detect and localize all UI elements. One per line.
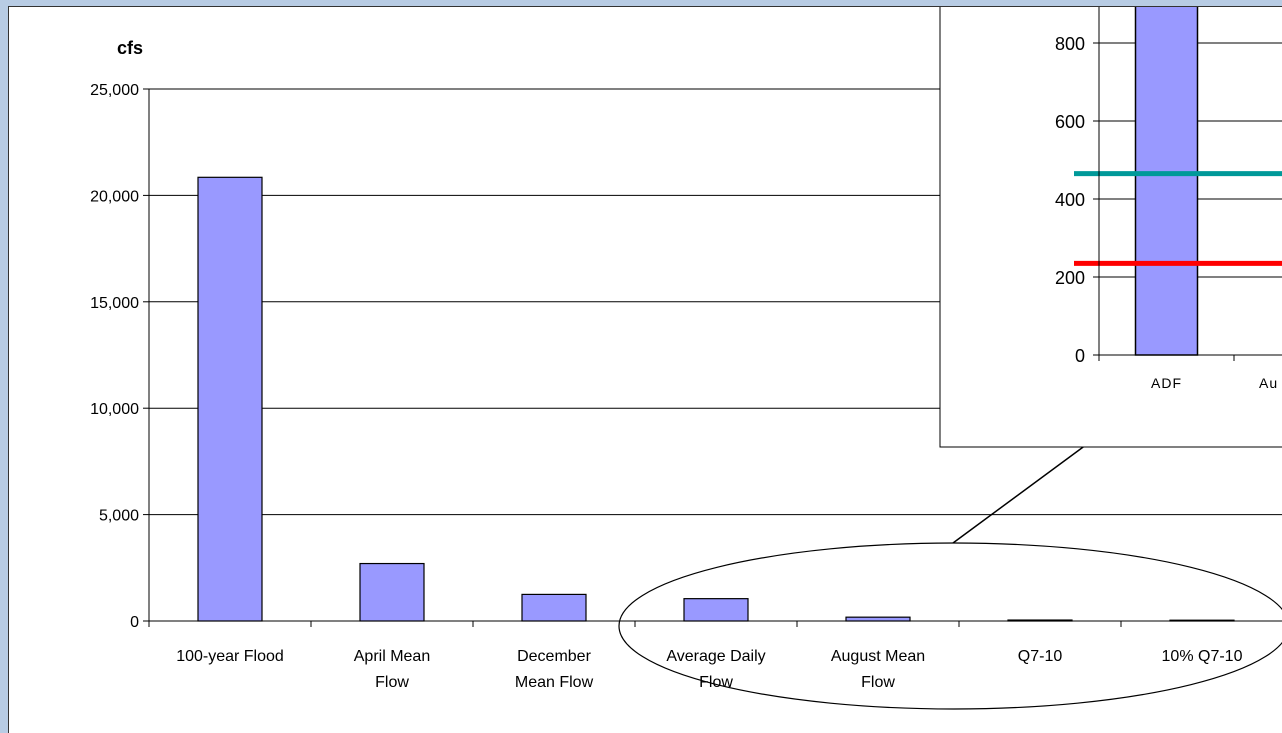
main-bar bbox=[521, 593, 587, 622]
main-y-tick-labels: 0 5,000 10,000 15,000 20,000 25,000 bbox=[90, 82, 139, 631]
main-category-label-line: 100-year Flood bbox=[176, 648, 284, 665]
inset-y-tick-label: 400 bbox=[1055, 190, 1085, 210]
main-bar bbox=[197, 176, 263, 622]
main-bars bbox=[197, 176, 1235, 622]
flow-comparison-chart: 0 5,000 10,000 15,000 20,000 25,000 cfs 100-y… bbox=[90, 7, 1282, 710]
main-bar bbox=[359, 562, 425, 622]
inset-axes bbox=[1098, 7, 1282, 361]
inset-bar bbox=[1134, 7, 1199, 356]
main-category-label-line: Flow bbox=[375, 674, 409, 691]
main-category-label-line: Average Daily bbox=[666, 648, 765, 665]
inset-y-tick-label: 800 bbox=[1055, 34, 1085, 54]
main-category-label-line: August Mean bbox=[831, 648, 925, 665]
inset-y-tick-label: 200 bbox=[1055, 268, 1085, 288]
main-y-tick-label: 10,000 bbox=[90, 401, 139, 418]
main-category-label: December Mean Flow bbox=[515, 648, 594, 691]
main-category-label-line: Mean Flow bbox=[515, 674, 594, 691]
main-category-labels: 100-year Flood April Mean Flow December Mean… bbox=[176, 648, 1242, 691]
main-y-tick-label: 5,000 bbox=[99, 508, 139, 525]
main-axes bbox=[148, 89, 1282, 627]
inset-y-tick-label: 600 bbox=[1055, 112, 1085, 132]
main-y-tick-label: 15,000 bbox=[90, 295, 139, 312]
main-category-label-line: Q7-10 bbox=[1018, 648, 1063, 665]
inset-y-tick-labels: 0 200 400 600 800 bbox=[1055, 34, 1085, 366]
inset-category-label: Au bbox=[1259, 375, 1278, 391]
main-y-tick-label: 20,000 bbox=[90, 188, 139, 205]
main-bar bbox=[845, 616, 911, 622]
main-category-label-line: December bbox=[517, 648, 591, 665]
inset-reference-lines bbox=[1074, 171, 1282, 266]
inset-chart: 0 200 400 600 800 ADF Au bbox=[939, 7, 1282, 448]
main-category-label-line: Flow bbox=[699, 674, 733, 691]
inset-background bbox=[939, 7, 1282, 448]
main-y-tick-label: 25,000 bbox=[90, 82, 139, 99]
main-bar bbox=[683, 598, 749, 622]
main-category-label-line: Flow bbox=[861, 674, 895, 691]
chart-frame: 0 5,000 10,000 15,000 20,000 25,000 cfs 100-y… bbox=[8, 6, 1282, 733]
inset-y-tick-label: 0 bbox=[1075, 346, 1085, 366]
inset-category-labels: ADF Au bbox=[1151, 375, 1278, 391]
main-y-tick-label: 0 bbox=[130, 614, 139, 631]
main-category-label: April Mean Flow bbox=[354, 648, 430, 691]
inset-category-label: ADF bbox=[1151, 375, 1182, 391]
main-category-label: August Mean Flow bbox=[831, 648, 925, 691]
main-category-label: Average Daily Flow bbox=[666, 648, 765, 691]
main-category-label: 10% Q7-10 bbox=[1162, 648, 1243, 665]
main-category-label-line: April Mean bbox=[354, 648, 430, 665]
main-category-label: Q7-10 bbox=[1018, 648, 1063, 665]
main-category-label-line: 10% Q7-10 bbox=[1162, 648, 1243, 665]
y-axis-unit-label: cfs bbox=[117, 38, 143, 58]
main-category-label: 100-year Flood bbox=[176, 648, 284, 665]
inset-bars bbox=[1134, 7, 1199, 356]
